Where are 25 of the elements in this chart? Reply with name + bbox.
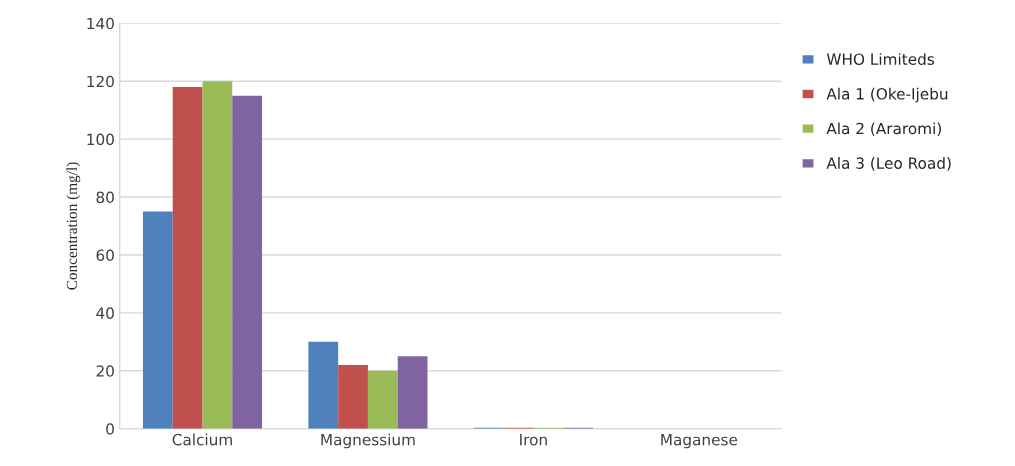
y-tick-label: 40 xyxy=(96,307,114,319)
bar xyxy=(397,356,428,429)
bar xyxy=(308,341,339,429)
bar xyxy=(172,87,203,429)
y-tick-label: 120 xyxy=(87,75,114,88)
y-tick-label: 100 xyxy=(87,133,114,146)
y-axis-title: Concentration (mg/l) xyxy=(66,162,81,290)
legend-label: Ala 1 (Oke-Ijebu xyxy=(826,87,948,103)
y-tick-label: 20 xyxy=(96,365,114,377)
legend-label: WHO Limiteds xyxy=(826,53,935,65)
x-tick-label: Maganese xyxy=(661,434,738,449)
bar xyxy=(142,211,173,429)
y-tick-label: 0 xyxy=(106,423,114,435)
y-tick-label: 60 xyxy=(96,249,114,261)
x-tick-label: Calcium xyxy=(172,433,232,446)
x-tick-label: Iron xyxy=(520,434,547,446)
bar xyxy=(338,365,368,429)
y-tick-label: 80 xyxy=(96,191,114,204)
bar xyxy=(232,95,263,429)
bar xyxy=(367,370,398,429)
legend-label: Ala 3 (Leo Road) xyxy=(826,157,951,171)
y-tick-label: 140 xyxy=(87,17,114,30)
x-tick-label: Magnessium xyxy=(321,433,415,449)
legend-label: Ala 2 (Araromi) xyxy=(826,122,941,137)
bar xyxy=(202,81,233,429)
